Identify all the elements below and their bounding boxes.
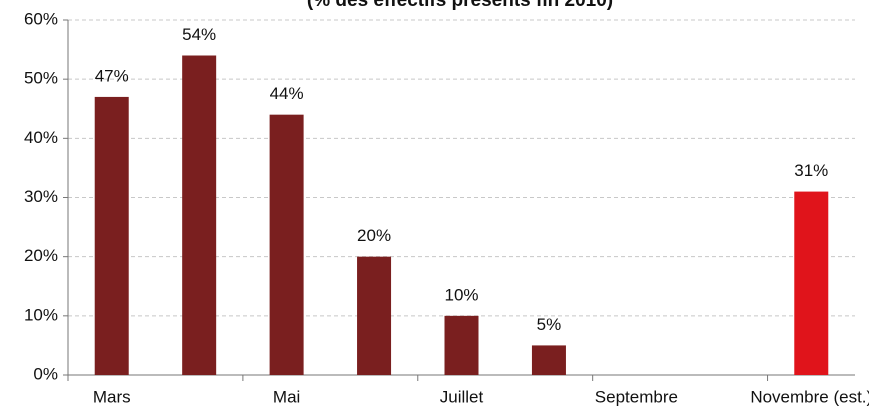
x-tick-label: Septembre <box>595 387 678 406</box>
value-label: 47% <box>95 66 129 85</box>
y-tick-label: 0% <box>33 364 58 383</box>
y-tick-label: 60% <box>24 9 58 28</box>
x-tick-label: Mai <box>273 387 300 406</box>
bar <box>531 345 566 375</box>
chart-title: (% des effectifs présents fin 2010) <box>307 0 613 11</box>
bar <box>182 55 217 375</box>
x-tick-label: Mars <box>93 387 131 406</box>
bar <box>444 315 479 375</box>
value-label: 20% <box>357 226 391 245</box>
y-tick-label: 20% <box>24 246 58 265</box>
y-tick-label: 40% <box>24 128 58 147</box>
x-tick-label: Juillet <box>440 387 484 406</box>
bar <box>269 114 304 376</box>
bar <box>794 191 829 375</box>
y-tick-label: 30% <box>24 187 58 206</box>
value-label: 31% <box>794 161 828 180</box>
x-tick-label: Novembre (est.) <box>750 387 869 406</box>
bar <box>94 96 129 376</box>
y-tick-label: 50% <box>24 69 58 88</box>
value-label: 44% <box>270 84 304 103</box>
value-label: 10% <box>444 285 478 304</box>
bar <box>357 256 392 375</box>
y-tick-label: 10% <box>24 305 58 324</box>
value-label: 5% <box>537 315 562 334</box>
value-label: 54% <box>182 25 216 44</box>
